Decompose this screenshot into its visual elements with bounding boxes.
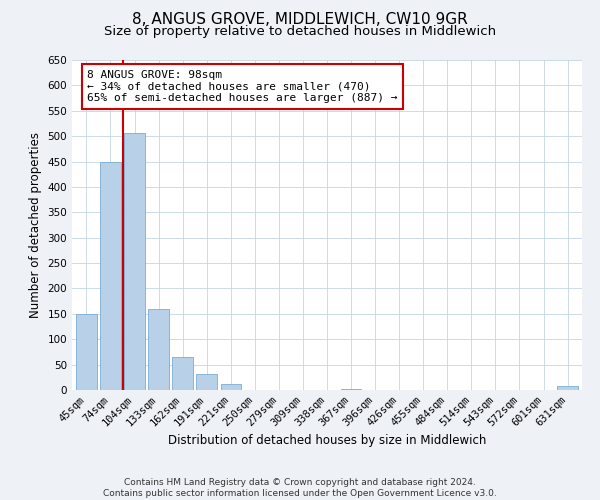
- Text: 8, ANGUS GROVE, MIDDLEWICH, CW10 9GR: 8, ANGUS GROVE, MIDDLEWICH, CW10 9GR: [132, 12, 468, 28]
- Text: 8 ANGUS GROVE: 98sqm
← 34% of detached houses are smaller (470)
65% of semi-deta: 8 ANGUS GROVE: 98sqm ← 34% of detached h…: [88, 70, 398, 103]
- Bar: [172, 357, 193, 390]
- Bar: [148, 309, 169, 390]
- Bar: [341, 389, 361, 390]
- Bar: [196, 374, 217, 390]
- Bar: [221, 384, 241, 390]
- Text: Size of property relative to detached houses in Middlewich: Size of property relative to detached ho…: [104, 25, 496, 38]
- Y-axis label: Number of detached properties: Number of detached properties: [29, 132, 42, 318]
- Bar: [76, 314, 97, 390]
- Bar: [124, 132, 145, 390]
- X-axis label: Distribution of detached houses by size in Middlewich: Distribution of detached houses by size …: [168, 434, 486, 447]
- Text: Contains HM Land Registry data © Crown copyright and database right 2024.
Contai: Contains HM Land Registry data © Crown c…: [103, 478, 497, 498]
- Bar: [557, 386, 578, 390]
- Bar: [100, 162, 121, 390]
